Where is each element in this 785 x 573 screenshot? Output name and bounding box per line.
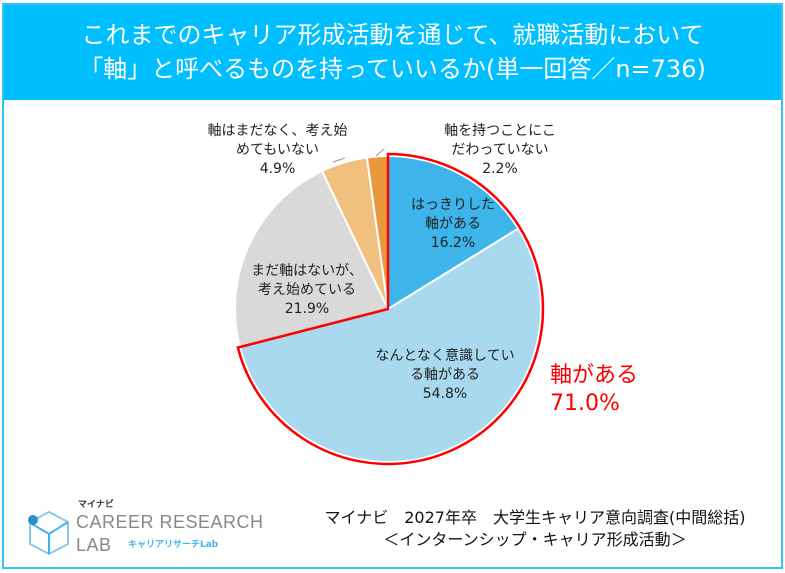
pie-slice-2: [234, 169, 390, 349]
label-slice-1-line-2: る軸がある: [410, 367, 480, 383]
chart-frame: これまでのキャリア形成活動を通じて、就職活動において 「軸」と呼べるものを持って…: [2, 3, 783, 569]
label-slice-1-value: 54.8%: [422, 386, 468, 402]
label-slice-4-line-2: だわっていない: [451, 142, 549, 158]
leader-line-3: [332, 157, 346, 163]
chart-title: これまでのキャリア形成活動を通じて、就職活動において 「軸」と呼べるものを持って…: [4, 5, 781, 100]
label-slice-0-line-2: 軸がある: [425, 216, 481, 232]
leader-line-4: [375, 148, 385, 157]
label-slice-2: まだ軸はないが、 考え始めている 21.9%: [232, 262, 382, 319]
pie-slice-0: [387, 154, 520, 311]
label-slice-3-line-2: めてもいない: [235, 142, 320, 158]
source-note: マイナビ 2027年卒 大学生キャリア意向調査(中間総括) ＜インターンシップ・…: [300, 507, 770, 551]
label-slice-1-line-1: なんとなく意識してい: [375, 348, 515, 364]
label-slice-0: はっきりした 軸がある 16.2%: [388, 196, 518, 253]
title-line-1: これまでのキャリア形成活動を通じて、就職活動において: [81, 21, 704, 49]
pie-slice-1: [238, 227, 542, 463]
highlight-outline: [236, 152, 545, 466]
label-slice-4: 軸を持つことにこ だわっていない 2.2%: [425, 122, 575, 179]
label-slice-2-line-2: 考え始めている: [258, 282, 356, 298]
label-slice-3-line-1: 軸はまだなく、考え始: [207, 123, 348, 139]
highlight-label: 軸がある: [550, 363, 639, 388]
label-slice-1: なんとなく意識してい る軸がある 54.8%: [355, 347, 535, 404]
logo-name-line-1: CAREER RESEARCH: [76, 512, 264, 532]
label-slice-2-line-1: まだ軸はないが、: [251, 263, 363, 279]
source-line-2: ＜インターンシップ・キャリア形成活動＞: [383, 530, 687, 549]
label-slice-3: 軸はまだなく、考え始 めてもいない 4.9%: [190, 122, 365, 179]
highlight-total: 軸がある 71.0%: [550, 362, 638, 418]
logo-subtitle: キャリアリサーチLab: [128, 540, 219, 550]
highlight-value: 71.0%: [550, 391, 620, 416]
label-slice-4-value: 2.2%: [482, 161, 518, 177]
career-research-lab-logo: マイナビ CAREER RESEARCH LAB キャリアリサーチLab: [24, 500, 274, 560]
label-slice-2-value: 21.9%: [284, 301, 330, 317]
label-slice-0-line-1: はっきりした: [411, 197, 495, 213]
source-line-1: マイナビ 2027年卒 大学生キャリア意向調査(中間総括): [324, 508, 746, 527]
label-slice-4-line-1: 軸を持つことにこ: [444, 123, 556, 139]
logo-cube-icon: [28, 510, 69, 556]
logo-name-line-2: LAB: [76, 535, 112, 555]
label-slice-3-value: 4.9%: [259, 161, 296, 177]
label-slice-0-value: 16.2%: [430, 235, 476, 251]
logo-brand: マイナビ: [78, 500, 114, 510]
title-line-2: 「軸」と呼べるものを持っていいるか(単一回答／n=736): [79, 55, 706, 83]
